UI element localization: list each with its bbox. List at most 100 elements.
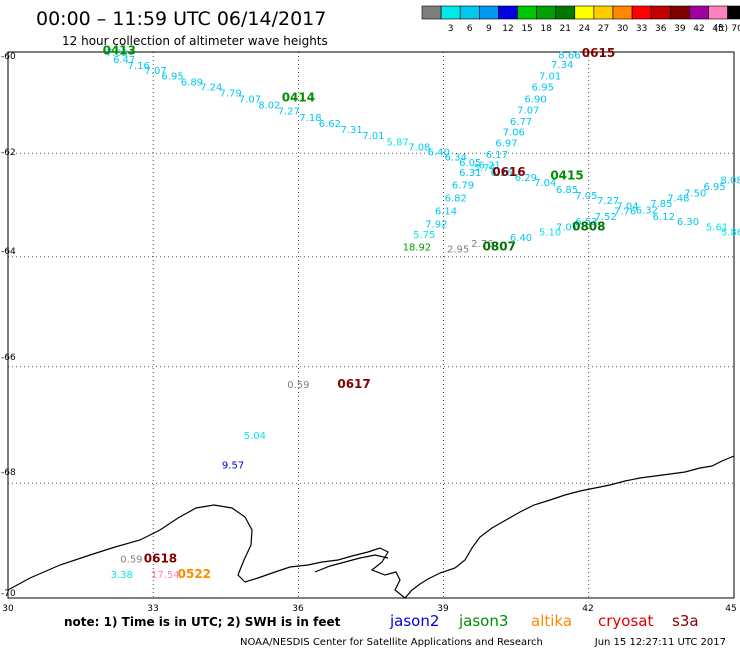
- wave-height-label: 7.08: [408, 143, 430, 154]
- wave-height-label: 6.97: [495, 139, 517, 150]
- longitude-labels: 30 33 36 39 42 45: [2, 604, 736, 614]
- scale-tick-label: 45: [712, 24, 723, 34]
- note-text: note: 1) Time is in UTC; 2) SWH is in fe…: [64, 615, 341, 629]
- scale-swatch: [555, 5, 576, 20]
- wave-height-label: 6.62: [319, 119, 341, 130]
- scale-tick-label: 3: [448, 24, 454, 34]
- scale-tick-label: 12: [502, 24, 513, 34]
- wave-height-label: 2.76: [471, 239, 493, 250]
- wave-height-label: 7.76: [614, 207, 636, 218]
- scale-swatch: [727, 5, 740, 20]
- lon-label: 42: [582, 604, 593, 614]
- scale-swatch: [536, 5, 556, 20]
- pass-time-label: 0617: [337, 377, 370, 391]
- page-subtitle: 12 hour collection of altimeter wave hei…: [62, 34, 328, 48]
- scale-swatch: [478, 5, 499, 20]
- scale-swatch: [459, 5, 480, 20]
- pass-time-label: 0414: [282, 90, 315, 104]
- scale-swatch: [669, 5, 690, 20]
- pass-time-label: 0616: [492, 165, 525, 179]
- scale-tick-label: 15: [521, 24, 532, 34]
- wave-height-label: 6.77: [510, 117, 532, 128]
- scale-tick-label: 33: [636, 24, 647, 34]
- wave-height-label: 7.92: [425, 220, 447, 231]
- wave-height-label: 6.29: [515, 173, 537, 184]
- wave-height-label: 7.02: [106, 48, 128, 59]
- wave-height-label: 7.16: [128, 61, 150, 72]
- scale-swatch: [593, 5, 614, 20]
- wave-height-label: 8.66: [558, 50, 580, 61]
- wave-height-label: 7.06: [503, 128, 525, 139]
- lat-lon-grid: [8, 52, 734, 598]
- wave-height-label: 7.18: [299, 113, 321, 124]
- wave-height-label: 7.01: [362, 131, 384, 142]
- wave-height-label: 8.08: [720, 176, 740, 187]
- scale-tick-label: 18: [540, 24, 552, 34]
- lon-label: 39: [437, 604, 449, 614]
- wave-height-label: 6.12: [653, 212, 675, 223]
- coastline-inlet: [314, 554, 389, 573]
- scale-swatch: [574, 5, 595, 20]
- page-title: 00:00 – 11:59 UTC 06/14/2017: [36, 8, 326, 30]
- scale-tick-label: 30: [617, 24, 629, 34]
- pass-time-label: 0415: [550, 169, 583, 183]
- wave-height-label: 7.48: [667, 194, 689, 205]
- wave-height-label: 6.31: [459, 168, 481, 179]
- pass-time-label: 0808: [572, 219, 605, 233]
- latitude-labels: -60 -62 -64 -66 -68 -70: [1, 52, 16, 599]
- wave-height-label: 6.90: [524, 94, 546, 105]
- color-scale-legend: 36912151821242730333639424570: [421, 5, 740, 34]
- legend-s3a: s3a: [672, 612, 699, 630]
- wave-height-label: 6.21: [478, 160, 500, 171]
- wave-height-label: 5.74: [474, 163, 496, 174]
- satellite-legend: jason2 jason3 altika cryosat s3a: [389, 612, 699, 630]
- wave-height-label: 0.59: [120, 554, 142, 565]
- pass-time-label: 0413: [103, 44, 136, 58]
- pass-time-label: 0807: [483, 239, 516, 253]
- scale-swatch: [650, 5, 671, 20]
- wave-height-label: 6.95: [704, 182, 726, 193]
- wave-height-label: 5.04: [244, 431, 266, 442]
- lat-label: -66: [1, 353, 16, 363]
- wave-height-label: 6.85: [556, 185, 578, 196]
- wave-height-label: 7.07: [556, 222, 578, 233]
- lat-label: -68: [1, 468, 16, 478]
- wave-height-label: 6.34: [445, 153, 467, 164]
- lat-label: -62: [1, 148, 16, 158]
- wave-height-label: 6.53: [575, 217, 597, 228]
- wave-height-values: 7.026.477.167.076.956.897.247.797.078.02…: [106, 48, 740, 581]
- wave-height-label: 6.40: [510, 233, 532, 244]
- wave-height-label: 6.79: [452, 181, 474, 192]
- wave-height-label: 6.30: [677, 217, 699, 228]
- wave-height-label: 5.87: [386, 138, 408, 149]
- wave-height-label: 7.79: [220, 89, 242, 100]
- pass-time-label: 0618: [144, 551, 177, 565]
- wave-height-label: 6.47: [113, 55, 135, 66]
- wave-height-label: 7.07: [239, 94, 261, 105]
- wave-height-label: 9.57: [222, 460, 244, 471]
- wave-height-label: 6.17: [486, 150, 508, 161]
- scale-tick-label: 9: [486, 24, 492, 34]
- scale-tick-label: 24: [579, 24, 591, 34]
- scale-swatch: [689, 5, 709, 20]
- scale-swatch: [708, 5, 728, 20]
- pass-time-label: 0615: [582, 46, 615, 60]
- wave-height-label: 6.32: [636, 206, 658, 217]
- wave-height-label: 17.54: [151, 570, 180, 581]
- wave-height-label: 6.26: [491, 168, 513, 179]
- scale-swatch: [631, 5, 652, 20]
- lon-label: 33: [147, 604, 158, 614]
- scale-tick-label: 27: [598, 24, 609, 34]
- wave-height-label: 7.27: [278, 107, 300, 118]
- legend-altika: altika: [531, 612, 572, 630]
- lon-label: 45: [725, 604, 736, 614]
- wave-height-label: 7.31: [341, 125, 363, 136]
- wave-height-label: 6.95: [161, 72, 183, 83]
- scale-swatch: [612, 5, 633, 20]
- scale-tick-label: 36: [655, 24, 667, 34]
- scale-swatch: [440, 5, 461, 20]
- wave-height-label: 7.05: [575, 191, 597, 202]
- legend-jason2: jason2: [389, 612, 439, 630]
